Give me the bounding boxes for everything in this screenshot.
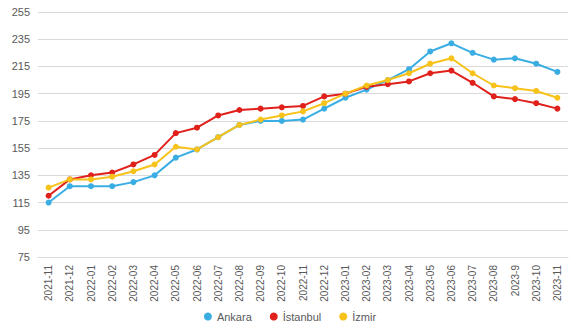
svg-text:2023-04: 2023-04 [404, 265, 415, 302]
svg-text:2021-11: 2021-11 [43, 265, 54, 301]
svg-text:75: 75 [18, 251, 30, 263]
svg-text:2022-08: 2022-08 [234, 265, 245, 302]
svg-text:2023-9: 2023-9 [510, 265, 521, 297]
svg-text:255: 255 [12, 6, 30, 18]
svg-text:2023-06: 2023-06 [446, 265, 457, 302]
svg-text:2022-02: 2022-02 [107, 265, 118, 302]
svg-text:2022-11: 2022-11 [298, 265, 309, 301]
svg-text:115: 115 [12, 197, 30, 209]
svg-text:2022-04: 2022-04 [149, 265, 160, 302]
svg-text:95: 95 [18, 224, 30, 236]
svg-text:2023-01: 2023-01 [340, 265, 351, 302]
svg-text:2022-06: 2022-06 [192, 265, 203, 302]
svg-text:2021-12: 2021-12 [64, 265, 75, 302]
svg-text:2022-01: 2022-01 [86, 265, 97, 302]
svg-text:175: 175 [12, 115, 30, 127]
svg-text:195: 195 [12, 88, 30, 100]
svg-text:155: 155 [12, 142, 30, 154]
svg-text:İzmir: İzmir [352, 311, 376, 323]
svg-text:2023-05: 2023-05 [425, 265, 436, 302]
svg-text:2022-07: 2022-07 [213, 265, 224, 302]
svg-text:135: 135 [12, 169, 30, 181]
svg-text:2022-09: 2022-09 [255, 265, 266, 302]
svg-text:2023-11: 2023-11 [552, 265, 563, 301]
svg-text:2022-12: 2022-12 [319, 265, 330, 302]
svg-text:İstanbul: İstanbul [283, 311, 322, 323]
svg-text:235: 235 [12, 33, 30, 45]
svg-text:2023-07: 2023-07 [467, 265, 478, 302]
svg-text:2023-03: 2023-03 [382, 265, 393, 302]
svg-text:2023-10: 2023-10 [531, 265, 542, 302]
svg-text:215: 215 [12, 60, 30, 72]
svg-text:Ankara: Ankara [217, 311, 253, 323]
svg-text:2023-08: 2023-08 [488, 265, 499, 302]
svg-text:2023-02: 2023-02 [361, 265, 372, 302]
svg-text:2022-03: 2022-03 [128, 265, 139, 302]
svg-text:2022-05: 2022-05 [170, 265, 181, 302]
svg-text:2022-10: 2022-10 [276, 265, 287, 302]
